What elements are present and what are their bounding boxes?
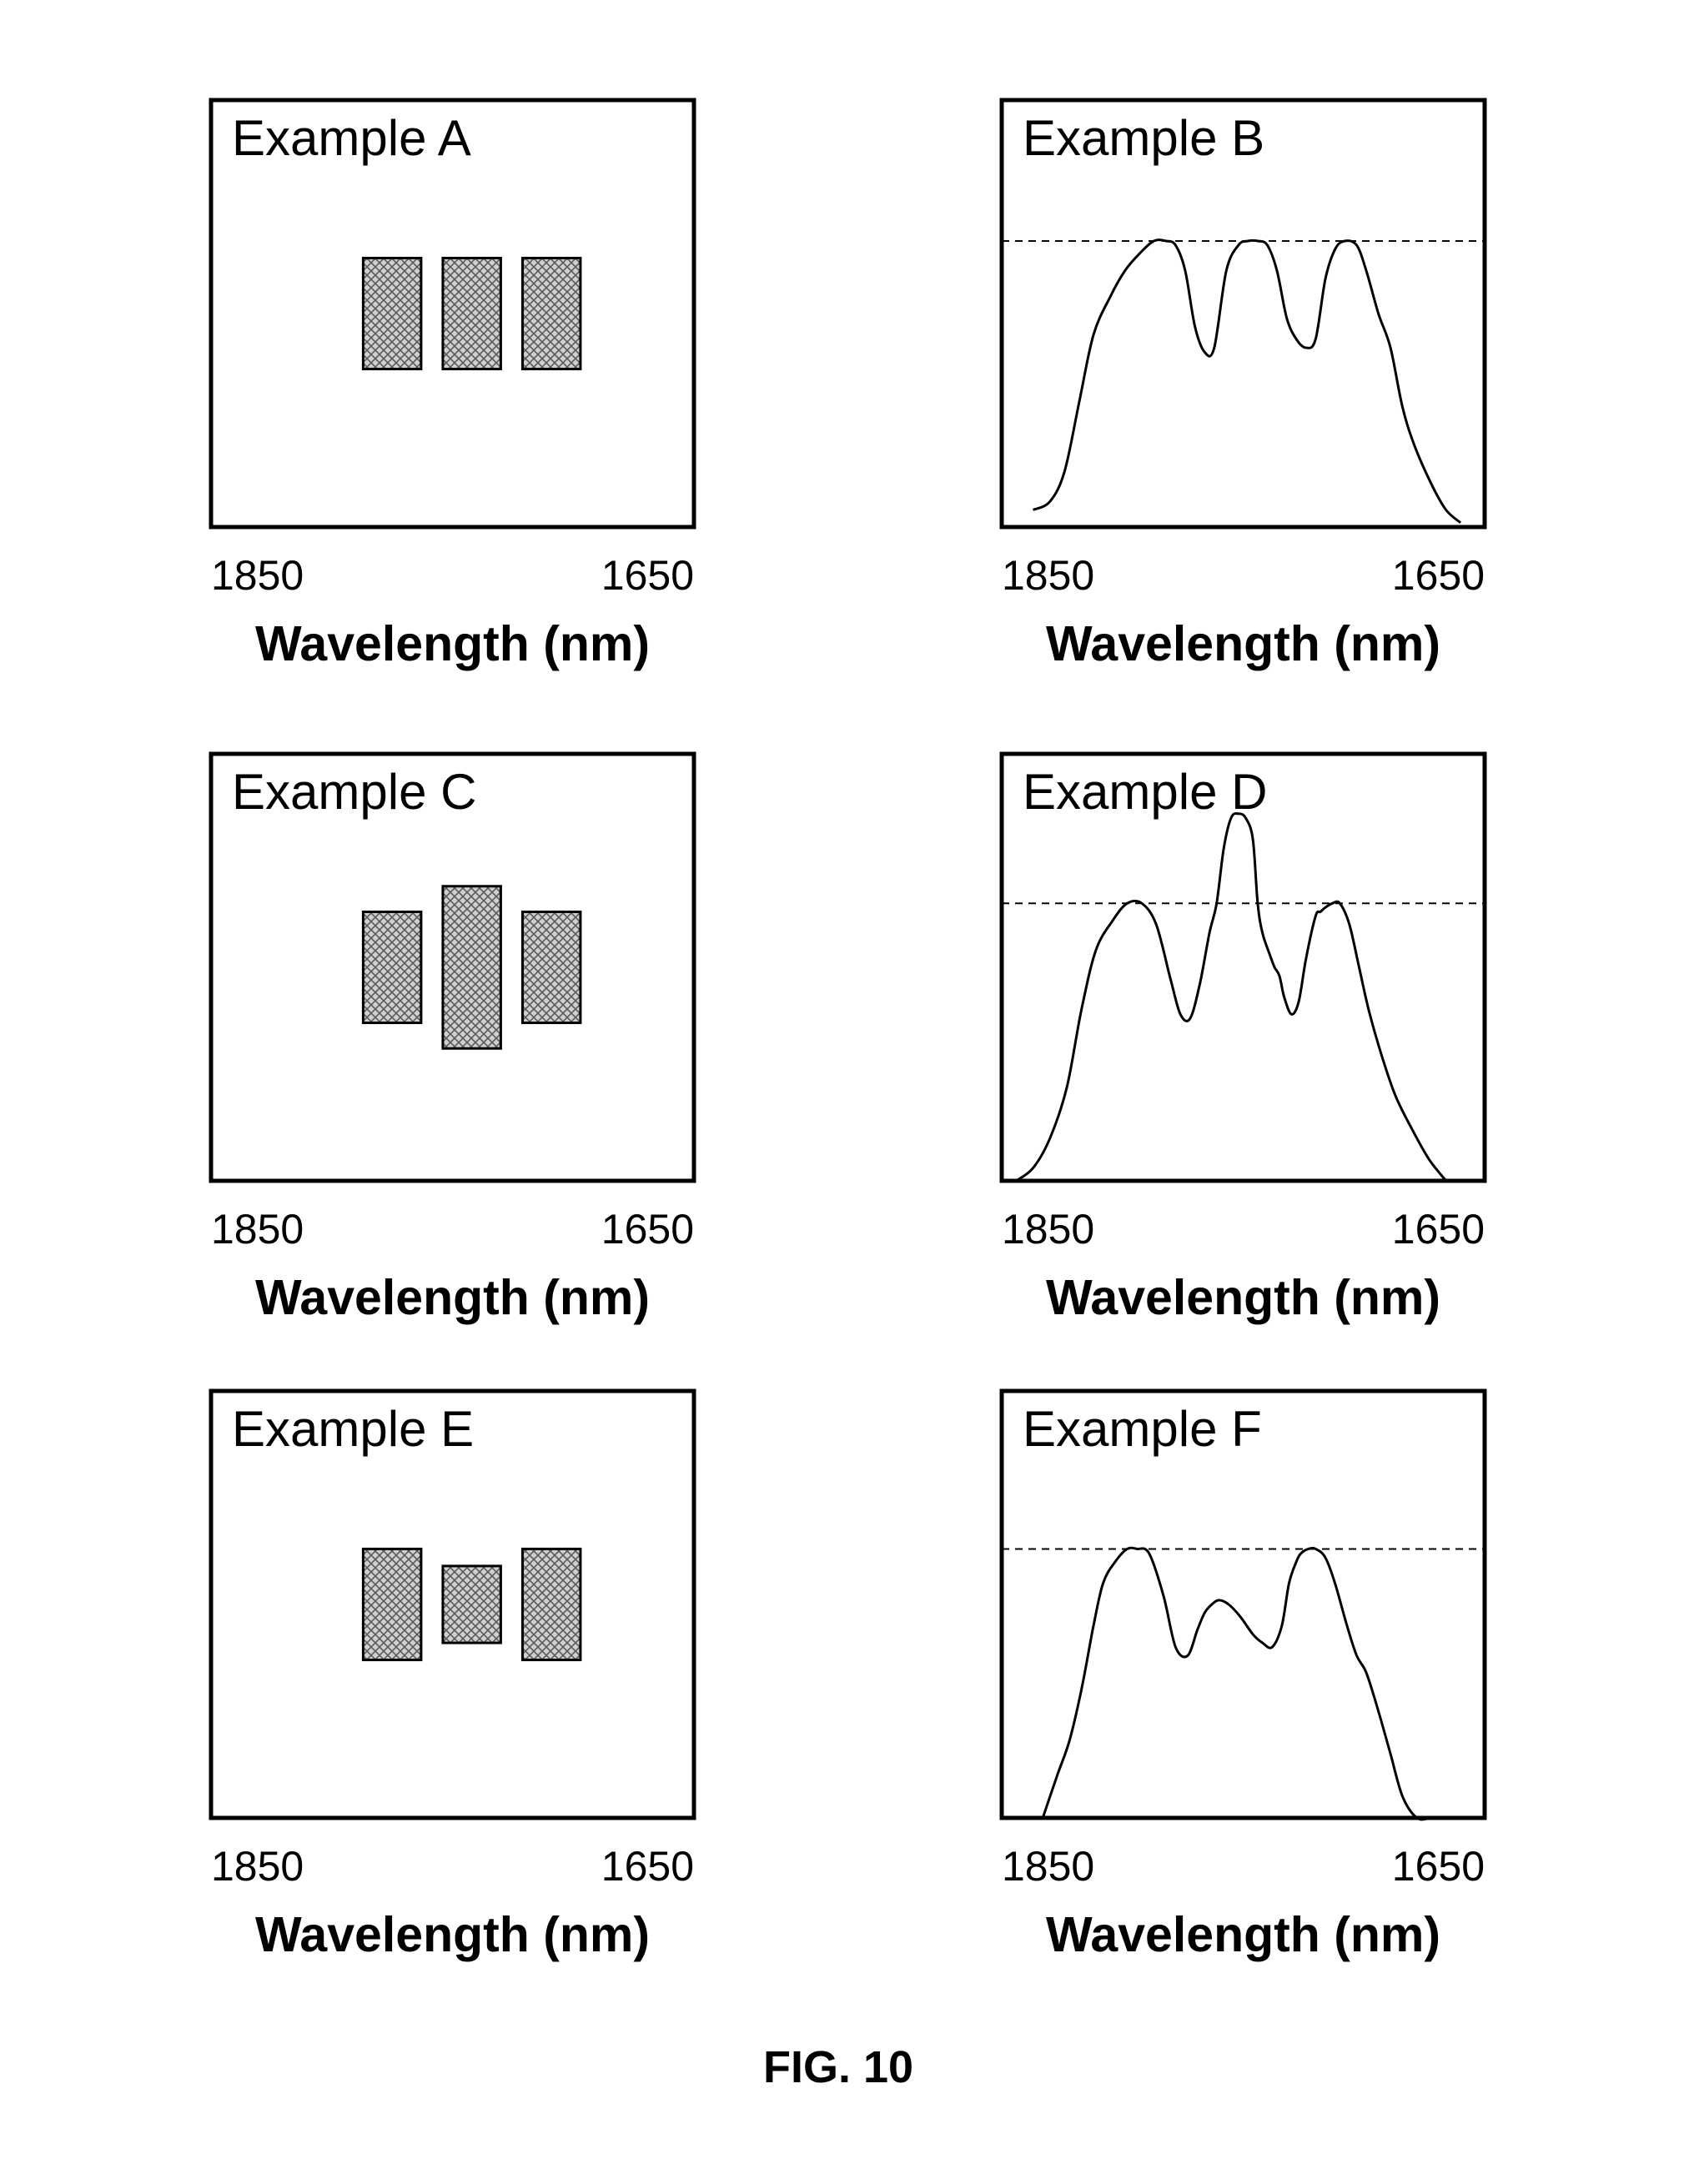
panel-title-d: Example D [1023, 764, 1267, 820]
panel-title-a: Example A [232, 110, 471, 166]
tick-label-right-b: 1650 [1392, 552, 1485, 599]
plot-frame-b [999, 98, 1487, 530]
bar-a-2 [441, 256, 502, 371]
x-axis-label-f: Wavelength (nm) [1046, 1907, 1440, 1962]
plot-frame-a [209, 98, 696, 530]
bar-c-2 [441, 885, 502, 1050]
x-axis-label-d: Wavelength (nm) [1046, 1270, 1440, 1325]
plot-frame-c [209, 751, 696, 1183]
plot-frame-f [999, 1388, 1487, 1820]
panel-b: Example B 1850 1650 Wavelength (nm) [999, 98, 1487, 671]
x-axis-label-c: Wavelength (nm) [255, 1270, 650, 1325]
spectrum-line-d [1015, 812, 1447, 1182]
tick-label-right-c: 1650 [601, 1206, 694, 1253]
bar-c-1 [361, 910, 423, 1025]
tick-label-right-e: 1650 [601, 1843, 694, 1890]
spectrum-line-f [1041, 1546, 1444, 1821]
plot-frame-d [999, 751, 1487, 1183]
panel-title-b: Example B [1023, 110, 1264, 166]
x-axis-label-b: Wavelength (nm) [1046, 616, 1440, 671]
tick-label-right-f: 1650 [1392, 1843, 1485, 1890]
panel-a: Example A 1850 1650 Wavelength (nm) [209, 98, 696, 671]
panel-e: Example E 1850 1650 Wavelength (nm) [209, 1388, 696, 1962]
tick-label-left-a: 1850 [211, 552, 304, 599]
panel-title-e: Example E [232, 1401, 474, 1457]
panel-title-c: Example C [232, 764, 476, 820]
panel-title-f: Example F [1023, 1401, 1262, 1457]
x-axis-label-e: Wavelength (nm) [255, 1907, 650, 1962]
tick-label-right-d: 1650 [1392, 1206, 1485, 1253]
tick-label-left-d: 1850 [1002, 1206, 1094, 1253]
x-axis-label-a: Wavelength (nm) [255, 616, 650, 671]
bar-e-3 [520, 1547, 582, 1662]
bar-e-2 [441, 1564, 502, 1644]
tick-label-left-f: 1850 [1002, 1843, 1094, 1890]
panel-f: Example F 1850 1650 Wavelength (nm) [999, 1388, 1487, 1962]
bar-a-1 [361, 256, 423, 371]
tick-label-left-b: 1850 [1002, 552, 1094, 599]
figure-caption: FIG. 10 [763, 2042, 913, 2092]
tick-label-right-a: 1650 [601, 552, 694, 599]
tick-label-left-e: 1850 [211, 1843, 304, 1890]
spectrum-line-b [1032, 238, 1462, 525]
bar-e-1 [361, 1547, 423, 1662]
panel-d: Example D 1850 1650 Wavelength (nm) [999, 751, 1487, 1325]
bar-a-3 [520, 256, 582, 371]
bar-c-3 [520, 910, 582, 1025]
plot-frame-e [209, 1388, 696, 1820]
panel-c: Example C 1850 1650 Wavelength (nm) [209, 751, 696, 1325]
tick-label-left-c: 1850 [211, 1206, 304, 1253]
